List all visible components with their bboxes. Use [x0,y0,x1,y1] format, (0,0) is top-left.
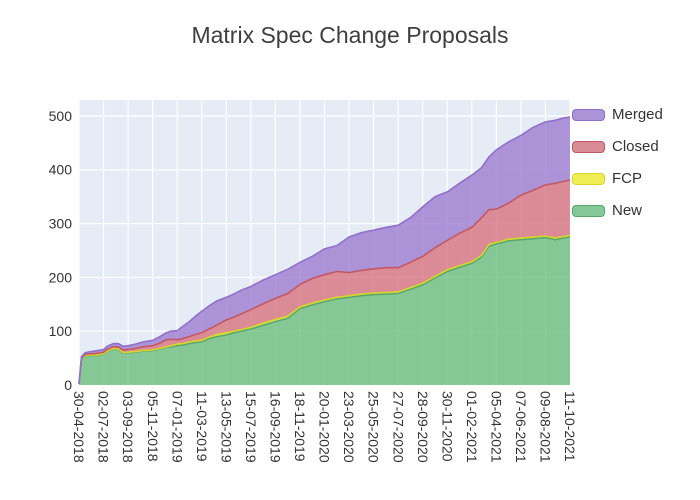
x-tick-label: 13-05-2019 [218,391,234,463]
legend-item-new[interactable]: New [572,202,663,219]
x-tick-label: 16-09-2019 [268,391,284,463]
x-tick-label: 07-01-2019 [169,391,185,463]
x-tick-label: 18-11-2019 [292,391,308,462]
x-tick-label: 30-04-2018 [71,391,87,463]
y-tick-label: 100 [49,323,73,339]
legend-label: Closed [612,138,659,155]
x-tick-label: 28-09-2020 [415,391,431,463]
legend-swatch-new-icon [572,204,605,217]
y-tick-label: 200 [49,269,73,285]
legend-label: FCP [612,170,642,187]
y-tick-label: 0 [64,377,72,393]
legend-label: New [612,202,643,219]
legend: Merged Closed FCP New [572,106,663,219]
x-tick-label: 03-09-2018 [120,391,136,463]
x-tick-label: 27-07-2020 [390,391,406,463]
line-merged [78,116,571,384]
x-tick-label: 15-07-2019 [243,391,259,463]
series-boundary-lines [78,116,571,384]
x-tick-label: 05-04-2021 [489,391,505,463]
x-tick-label: 02-07-2018 [96,391,112,463]
legend-swatch-merged-icon [572,108,605,121]
legend-swatch-closed-icon [572,140,605,153]
legend-item-fcp[interactable]: FCP [572,170,663,187]
x-axis-tick-labels: 30-04-2018 02-07-2018 03-09-2018 05-11-2018… [71,391,578,463]
line-closed [78,179,571,384]
x-tick-label: 01-02-2021 [464,391,480,463]
y-tick-label: 400 [49,162,73,178]
area-merged [79,117,570,384]
x-tick-label: 20-01-2020 [317,391,333,463]
legend-item-merged[interactable]: Merged [572,106,663,123]
x-tick-label: 05-11-2018 [145,391,161,462]
area-new [79,237,570,385]
x-tick-label: 07-06-2021 [513,391,529,463]
legend-swatch-fcp-icon [572,172,605,185]
legend-item-closed[interactable]: Closed [572,138,663,155]
x-tick-label: 11-10-2021 [562,391,578,462]
y-axis-tick-labels: 0 100 200 300 400 500 [49,108,73,393]
line-fcp [78,234,571,384]
y-tick-label: 500 [49,108,73,124]
chart-title: Matrix Spec Change Proposals [191,22,509,48]
x-tick-label: 09-08-2021 [538,391,554,463]
x-tick-label: 30-11-2020 [439,391,455,462]
x-tick-label: 25-05-2020 [366,391,382,463]
legend-label: Merged [612,106,663,123]
y-tick-label: 300 [49,216,73,232]
x-tick-label: 23-03-2020 [341,391,357,463]
x-tick-label: 11-03-2019 [194,391,210,462]
